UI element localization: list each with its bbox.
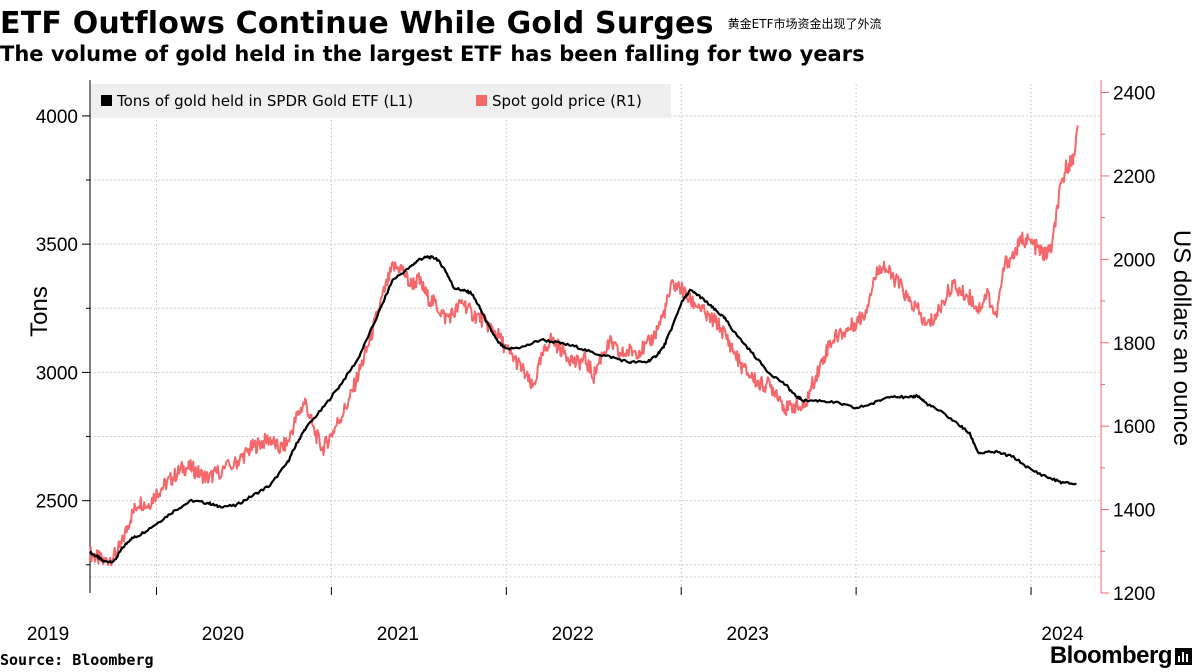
x-tick-label: 2024 [1041, 624, 1084, 645]
legend-label-tons: Tons of gold held in SPDR Gold ETF (L1) [116, 92, 413, 110]
right-tick-label: 1600 [1113, 417, 1155, 438]
right-tick-label: 2200 [1113, 167, 1155, 188]
x-tick-label: 2021 [377, 624, 419, 645]
bloomberg-bars-icon [1175, 647, 1192, 665]
left-tick-label: 3000 [36, 363, 78, 384]
spot-gold-price-line [89, 125, 1079, 567]
right-tick-label: 1200 [1113, 584, 1155, 605]
legend-swatch-tons [101, 95, 112, 106]
right-tick-label: 2400 [1113, 84, 1155, 105]
x-tick-label: 2019 [27, 624, 69, 645]
grid-lines [90, 84, 1101, 593]
chart-title: ETF Outflows Continue While Gold Surges [0, 6, 714, 41]
legend-swatch-gold [476, 95, 487, 106]
left-tick-label: 3500 [36, 235, 78, 256]
right-tick-label: 1800 [1113, 334, 1155, 355]
right-tick-label: 2000 [1113, 250, 1155, 271]
left-tick-label: 4000 [36, 107, 78, 128]
title-row: ETF Outflows Continue While Gold Surges … [0, 0, 881, 44]
chart-subtitle: The volume of gold held in the largest E… [0, 42, 865, 66]
legend: Tons of gold held in SPDR Gold ETF (L1) S… [91, 84, 671, 118]
source-note: Source: Bloomberg [0, 651, 154, 669]
x-tick-label: 2023 [727, 624, 769, 645]
bloomberg-logo: Bloomberg [1050, 642, 1192, 670]
legend-label-gold: Spot gold price (R1) [492, 92, 642, 110]
spdr-tons-line [88, 255, 1077, 564]
chart-title-chinese: 黄金ETF市场资金出现了外流 [727, 17, 882, 31]
series-lines [88, 125, 1079, 567]
left-axis-title: Tons [26, 286, 53, 337]
x-tick-label: 2020 [202, 624, 244, 645]
right-tick-label: 1400 [1113, 501, 1155, 522]
right-axis-title: US dollars an ounce [1168, 230, 1195, 446]
brand-name: Bloomberg [1049, 642, 1173, 669]
x-tick-label: 2022 [552, 624, 594, 645]
left-tick-label: 2500 [36, 492, 78, 513]
legend-box [91, 84, 671, 118]
axes: 2500 3000 3500 4000 1200 1400 1600 1800 2000 2200… [26, 80, 1195, 645]
